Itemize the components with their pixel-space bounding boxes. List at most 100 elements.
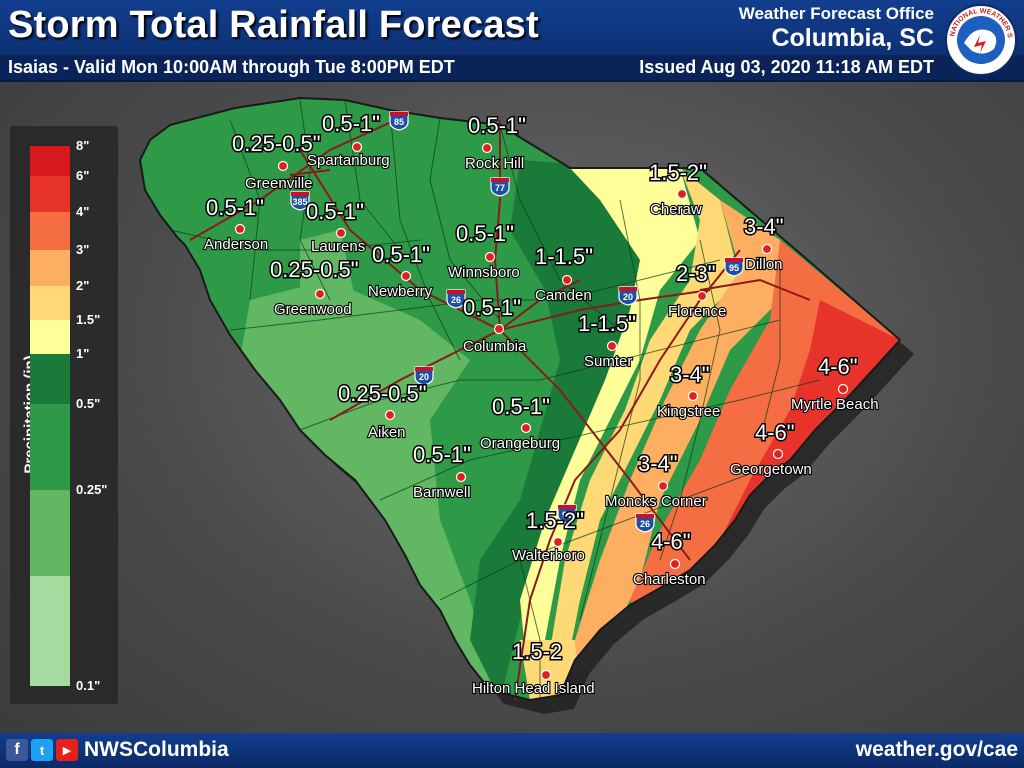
- city-marker: [657, 480, 669, 492]
- office-name: Weather Forecast Office: [738, 4, 934, 23]
- interstate-number: 20: [623, 292, 633, 302]
- interstate-number: 26: [640, 519, 650, 529]
- legend-swatch: [30, 212, 70, 250]
- city-label: Dillon: [745, 256, 783, 273]
- rainfall-amount-label: 1-1.5": [578, 311, 636, 336]
- rainfall-amount-label: 4-6": [818, 354, 858, 379]
- legend-swatch: [30, 354, 70, 404]
- page-title: Storm Total Rainfall Forecast: [8, 4, 539, 46]
- city-label: Georgetown: [730, 461, 812, 478]
- city-label: Newberry: [368, 283, 433, 300]
- legend-label: 4": [76, 204, 90, 219]
- rainfall-amount-label: 4-6": [755, 420, 795, 445]
- footer-bar: f t ▶ NWSColumbia weather.gov/cae: [0, 733, 1024, 768]
- interstate-shield-icon: 26: [635, 513, 655, 533]
- city-marker: [484, 251, 496, 263]
- city-label: Cheraw: [650, 201, 702, 218]
- facebook-icon[interactable]: f: [6, 739, 28, 761]
- header-bar: Storm Total Rainfall Forecast Weather Fo…: [0, 0, 1024, 82]
- interstate-number: 26: [451, 295, 461, 305]
- interstate-number: 20: [419, 372, 429, 382]
- interstate-shield-icon: 385: [290, 191, 310, 211]
- legend-label: 3": [76, 242, 90, 257]
- city-label: Greenville: [245, 175, 313, 192]
- legend-swatch: [30, 404, 70, 490]
- city-marker: [540, 669, 552, 681]
- rainfall-map: 85 77 385 26 20 95 26 20 95 Spartanburg Greenvill…: [138, 96, 914, 714]
- interstate-shield-icon: 26: [446, 289, 466, 309]
- city-marker: [351, 141, 363, 153]
- youtube-icon[interactable]: ▶: [56, 739, 78, 761]
- city-marker: [552, 536, 564, 548]
- city-marker: [561, 274, 573, 286]
- legend-label: 2": [76, 278, 90, 293]
- rainfall-amount-label: 0.5-1": [372, 242, 430, 267]
- state-outline: [138, 96, 902, 702]
- city-label: Florence: [668, 303, 726, 320]
- legend-swatch: [30, 176, 70, 212]
- legend-swatch: [30, 286, 70, 320]
- legend-label: 0.25": [76, 482, 108, 497]
- rainfall-amount-label: 1.5-2": [649, 160, 707, 185]
- city-marker: [837, 383, 849, 395]
- city-marker: [481, 142, 493, 154]
- interstate-shield-icon: 77: [490, 177, 510, 197]
- city-marker: [520, 422, 532, 434]
- interstate-number: 95: [562, 510, 572, 520]
- city-label: Rock Hill: [465, 155, 524, 172]
- social-links: f t ▶: [6, 739, 78, 761]
- interstate-shield-icon: 20: [618, 286, 638, 306]
- rainfall-amount-label: 0.5-1": [456, 221, 514, 246]
- social-handle: NWSColumbia: [84, 738, 229, 761]
- interstate-number: 95: [729, 263, 739, 273]
- rainfall-amount-label: 0.25-0.5": [232, 131, 321, 156]
- city-label: Aiken: [368, 424, 406, 441]
- interstate-number: 385: [292, 197, 307, 207]
- rainfall-amount-label: 1.5-2: [512, 639, 562, 664]
- rainfall-amount-label: 0.5-1": [322, 111, 380, 136]
- city-marker: [384, 409, 396, 421]
- valid-period: Isaias - Valid Mon 10:00AM through Tue 8…: [8, 57, 455, 77]
- rainfall-amount-label: 1.5-2": [526, 508, 584, 533]
- interstate-shield-icon: 85: [389, 111, 409, 131]
- legend-swatch: [30, 320, 70, 354]
- nws-seal-logo: NATIONAL WEATHER SERVICE: [944, 3, 1017, 76]
- city-label: Spartanburg: [307, 152, 390, 169]
- legend-label: 1": [76, 346, 90, 361]
- interstate-shield-icon: 95: [724, 257, 744, 277]
- rainfall-amount-label: 3-4": [744, 214, 784, 239]
- legend-label: 1.5": [76, 312, 101, 327]
- website-link[interactable]: weather.gov/cae: [855, 738, 1018, 761]
- office-location: Columbia, SC: [771, 24, 934, 52]
- city-marker: [493, 323, 505, 335]
- interstate-number: 77: [495, 183, 505, 193]
- city-label: Barnwell: [413, 484, 471, 501]
- rainfall-amount-label: 0.25-0.5": [338, 381, 427, 406]
- twitter-icon[interactable]: t: [31, 739, 53, 761]
- rainfall-amount-label: 0.5-1": [306, 199, 364, 224]
- precipitation-legend: Precipitation (in) 8"6"4"3"2"1.5"1"0.5"0…: [10, 126, 118, 704]
- legend-swatch: [30, 576, 70, 686]
- city-label: Camden: [535, 287, 592, 304]
- interstate-shield-icon: 20: [414, 366, 434, 386]
- rainfall-amount-label: 0.5-1": [206, 195, 264, 220]
- city-marker: [772, 448, 784, 460]
- city-label: Hilton Head Island: [472, 680, 595, 697]
- rainfall-amount-label: 0.25-0.5": [270, 257, 359, 282]
- city-label: Anderson: [204, 236, 268, 253]
- city-label: Walterboro: [512, 547, 585, 564]
- rainfall-amount-label: 2-3": [676, 261, 716, 286]
- city-label: Columbia: [463, 338, 527, 355]
- city-label: Greenwood: [274, 301, 352, 318]
- legend-label: 8": [76, 138, 90, 153]
- interstate-shield-icon: 95: [557, 504, 577, 524]
- city-label: Winnsboro: [448, 264, 520, 281]
- legend-label: 6": [76, 168, 90, 183]
- city-marker: [234, 223, 246, 235]
- legend-color-bar: [30, 146, 70, 686]
- city-marker: [669, 558, 681, 570]
- rainfall-amount-label: 3-4": [670, 362, 710, 387]
- city-marker: [455, 471, 467, 483]
- city-label: Sumter: [584, 353, 632, 370]
- city-marker: [676, 188, 688, 200]
